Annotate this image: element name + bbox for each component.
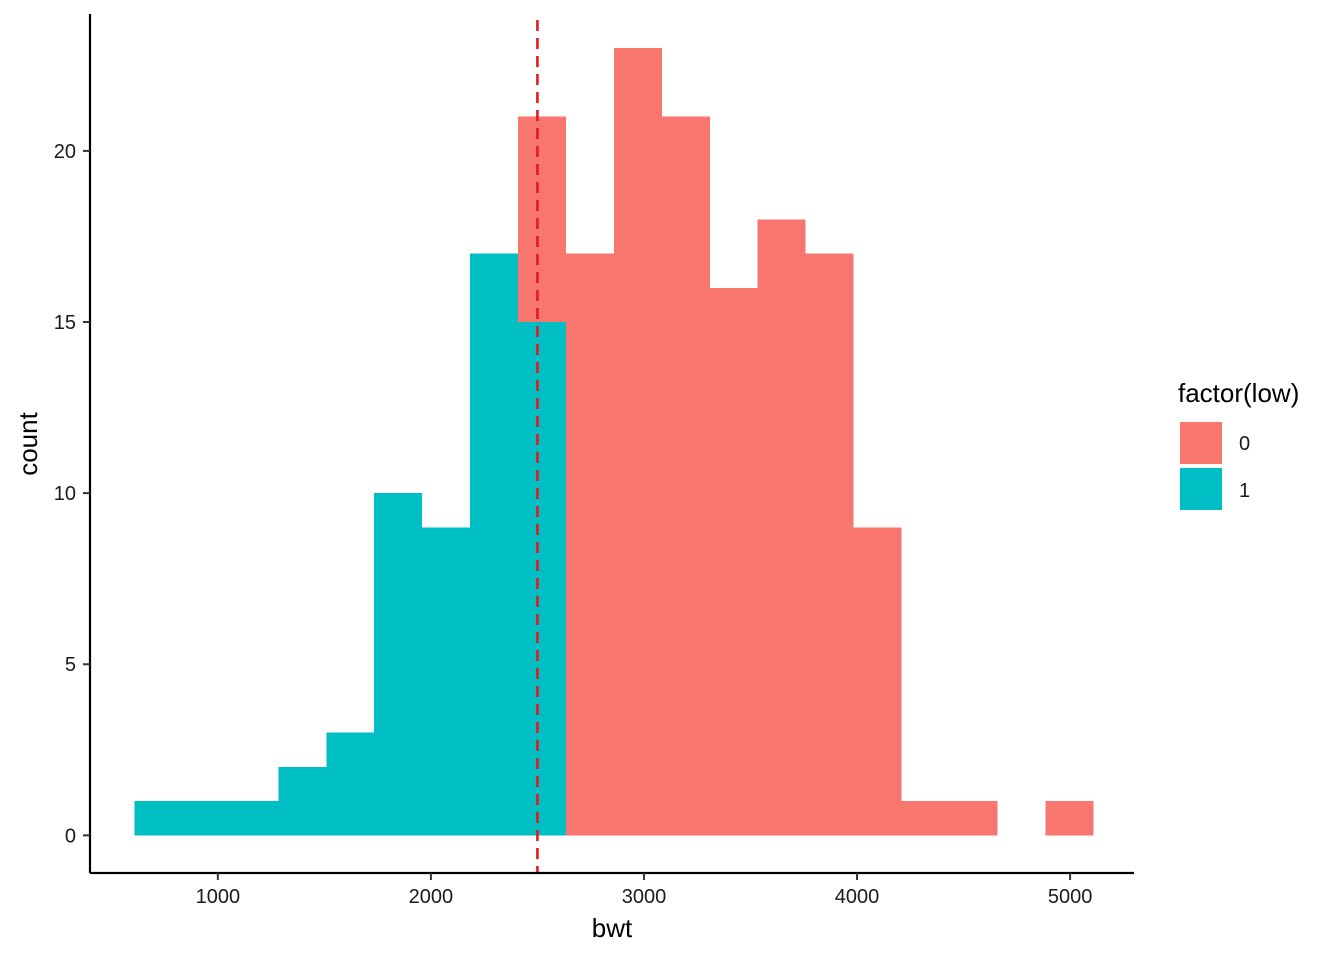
histogram-bars: [134, 48, 1094, 836]
x-tick-label: 4000: [835, 886, 880, 908]
x-tick-label: 1000: [196, 886, 241, 908]
x-tick-label: 5000: [1048, 886, 1093, 908]
bar-low0-19: [1045, 801, 1094, 836]
legend-swatch-1: [1180, 468, 1222, 510]
legend-title: factor(low): [1178, 378, 1299, 408]
bar-low1-5: [374, 493, 423, 836]
y-axis-title: count: [13, 411, 43, 475]
legend-swatch-0: [1180, 422, 1222, 464]
bar-low1-7: [470, 253, 519, 836]
y-tick-label: 20: [54, 141, 76, 163]
x-tick-label: 2000: [409, 886, 454, 908]
bar-low0-10: [613, 48, 662, 836]
bar-low1-3: [278, 766, 327, 836]
bar-low1-6: [422, 527, 471, 836]
bar-low0-8: [518, 116, 566, 323]
bar-low1-0: [134, 801, 183, 836]
bar-low0-15: [853, 527, 902, 836]
bar-low1-1: [182, 801, 231, 836]
y-tick-label: 15: [54, 312, 76, 334]
bar-low1-4: [326, 732, 375, 836]
x-tick-label: 3000: [622, 886, 667, 908]
bar-low1-2: [230, 801, 279, 836]
legend-label-1: 1: [1239, 480, 1250, 502]
legend-label-0: 0: [1239, 433, 1250, 455]
y-tick-label: 10: [54, 483, 76, 505]
x-axis-title: bwt: [592, 913, 633, 943]
y-axis-ticks: 0 5 10 15 20: [54, 141, 90, 847]
bar-low0-13: [757, 219, 806, 836]
bar-low0-14: [805, 253, 854, 836]
bar-low0-9: [565, 253, 614, 836]
y-tick-label: 5: [65, 654, 76, 676]
bar-low0-17: [949, 801, 998, 836]
bar-low0-16: [901, 801, 950, 836]
y-tick-label: 0: [65, 825, 76, 847]
bar-low0-11: [661, 116, 710, 836]
x-axis-ticks: 1000 2000 3000 4000 5000: [196, 873, 1093, 908]
legend: factor(low) 0 1: [1178, 378, 1299, 510]
bar-low1-8: [518, 322, 566, 836]
bar-low0-12: [709, 287, 758, 836]
